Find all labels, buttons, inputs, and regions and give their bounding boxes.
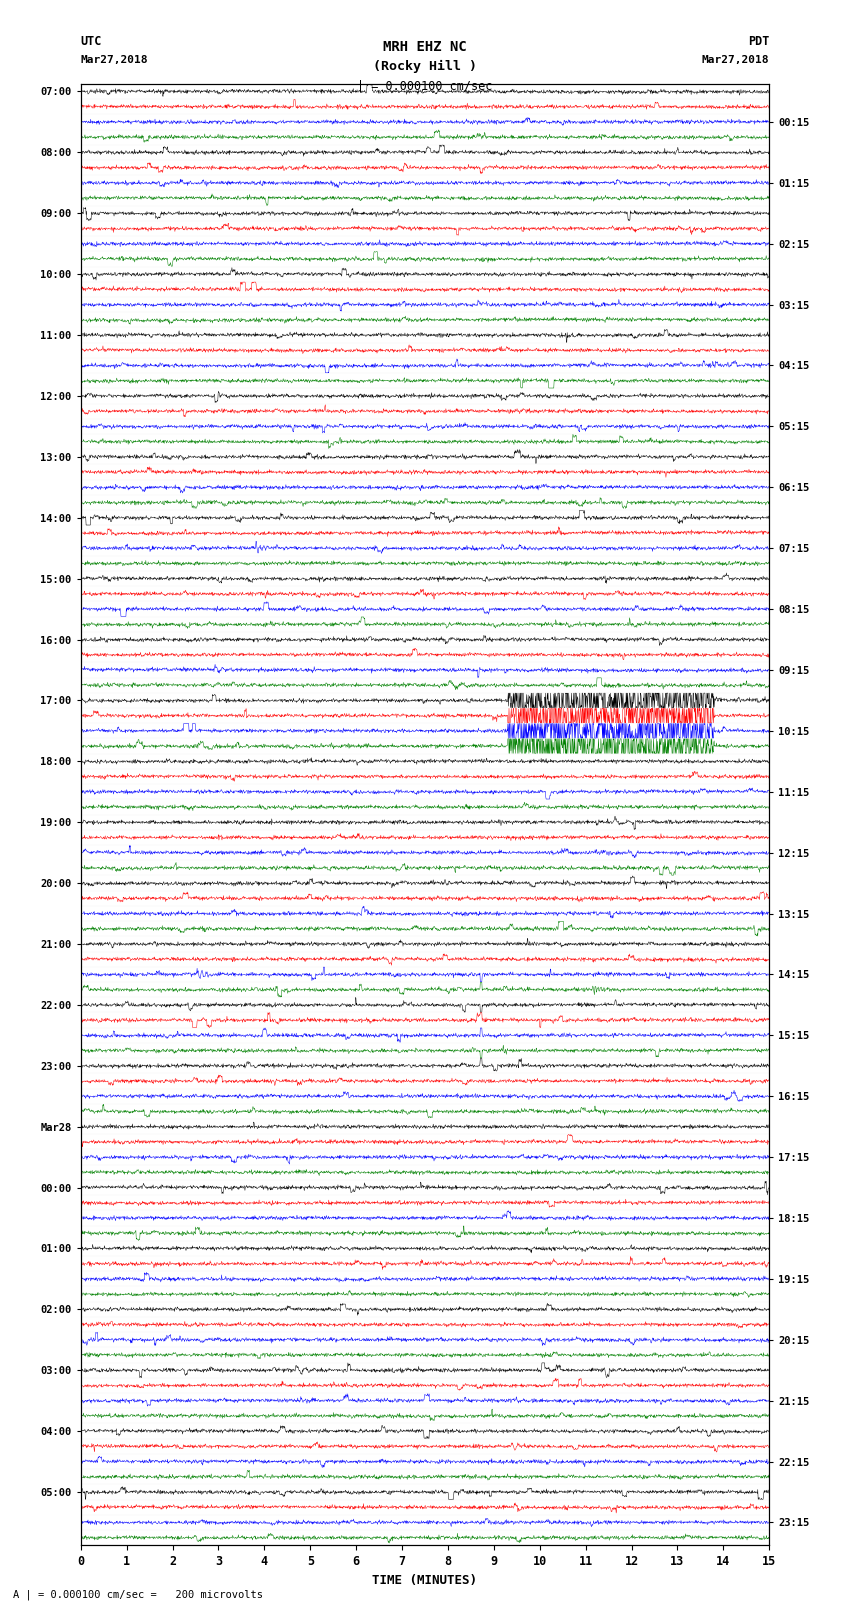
Text: Mar27,2018: Mar27,2018 <box>81 55 148 65</box>
Text: | = 0.000100 cm/sec: | = 0.000100 cm/sec <box>357 79 493 92</box>
Text: MRH EHZ NC: MRH EHZ NC <box>383 40 467 55</box>
Text: UTC: UTC <box>81 35 102 48</box>
X-axis label: TIME (MINUTES): TIME (MINUTES) <box>372 1574 478 1587</box>
Text: PDT: PDT <box>748 35 769 48</box>
Text: (Rocky Hill ): (Rocky Hill ) <box>373 60 477 73</box>
Text: A | = 0.000100 cm/sec =   200 microvolts: A | = 0.000100 cm/sec = 200 microvolts <box>13 1589 263 1600</box>
Text: Mar27,2018: Mar27,2018 <box>702 55 769 65</box>
